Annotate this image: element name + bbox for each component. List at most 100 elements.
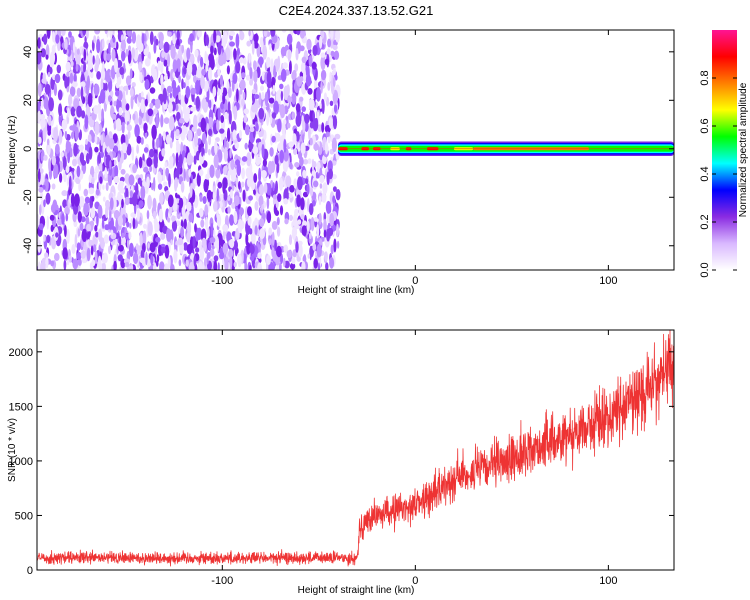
noise-speckle	[230, 159, 235, 171]
noise-speckle	[171, 79, 177, 90]
noise-speckle	[150, 254, 154, 265]
noise-speckle	[332, 195, 336, 204]
noise-speckle	[193, 155, 197, 165]
noise-speckle	[186, 152, 192, 166]
noise-speckle	[100, 151, 104, 158]
noise-speckle	[197, 30, 202, 38]
noise-speckle	[46, 30, 51, 39]
noise-speckle	[128, 174, 135, 186]
noise-speckle	[108, 95, 112, 103]
noise-speckle	[37, 213, 40, 228]
noise-speckle	[328, 168, 334, 180]
noise-speckle	[237, 218, 243, 234]
noise-speckle	[54, 252, 60, 262]
colorbar-tick-label: 0.8	[699, 70, 711, 85]
noise-speckle	[90, 245, 94, 256]
noise-speckle	[52, 31, 56, 43]
noise-speckle	[161, 50, 166, 59]
noise-speckle	[69, 125, 75, 131]
noise-speckle	[169, 92, 173, 99]
noise-speckle	[251, 88, 256, 95]
noise-speckle	[178, 91, 182, 101]
noise-speckle	[277, 193, 282, 203]
noise-speckle	[336, 240, 340, 249]
noise-speckle	[262, 158, 267, 167]
noise-speckle	[158, 208, 164, 223]
noise-speckle	[178, 197, 184, 209]
noise-speckle	[300, 197, 305, 211]
noise-speckle	[105, 75, 111, 83]
noise-speckle	[47, 115, 52, 126]
noise-speckle	[287, 96, 293, 103]
snr-ytick-label: 1000	[9, 456, 33, 468]
noise-speckle	[143, 147, 149, 153]
noise-speckle	[332, 115, 338, 130]
snr-ytick-label: 500	[15, 510, 33, 522]
noise-speckle	[61, 190, 68, 197]
noise-speckle	[195, 80, 200, 95]
noise-speckle	[88, 239, 94, 247]
noise-speckle	[280, 68, 287, 82]
noise-speckle	[190, 106, 196, 112]
noise-speckle	[239, 207, 244, 216]
noise-speckle	[333, 50, 340, 60]
noise-speckle	[104, 166, 108, 179]
noise-speckle	[331, 137, 337, 153]
noise-speckle	[130, 94, 134, 110]
noise-speckle	[258, 141, 263, 151]
noise-speckle	[296, 171, 300, 177]
spectrogram-panel: -100 0 100 -40 -20 0 20 40 Height of straight l…	[7, 29, 675, 296]
noise-speckle	[129, 88, 134, 97]
noise-speckle	[212, 191, 216, 201]
noise-speckle	[130, 212, 136, 218]
noise-speckle	[80, 250, 86, 259]
noise-speckle	[268, 43, 272, 51]
noise-speckle	[131, 31, 137, 44]
noise-speckle	[76, 165, 81, 178]
noise-speckle	[43, 154, 48, 161]
noise-speckle	[293, 148, 298, 156]
noise-speckle	[217, 181, 223, 189]
noise-speckle	[309, 186, 314, 197]
noise-speckle	[259, 228, 265, 240]
noise-speckle	[40, 151, 44, 162]
noise-speckle	[95, 54, 100, 70]
noise-speckle	[118, 107, 123, 116]
noise-speckle	[323, 218, 327, 234]
noise-speckle	[226, 65, 230, 75]
noise-speckle	[84, 114, 89, 130]
noise-speckle	[323, 92, 327, 102]
noise-speckle	[313, 258, 319, 269]
noise-speckle	[156, 254, 160, 263]
noise-speckle	[255, 123, 259, 132]
noise-speckle	[48, 97, 54, 112]
noise-speckle	[125, 75, 132, 86]
noise-speckle	[239, 79, 246, 91]
noise-speckle	[222, 177, 228, 190]
noise-speckle	[254, 201, 259, 211]
noise-speckle	[315, 86, 321, 102]
noise-speckle	[279, 149, 285, 164]
noise-speckle	[258, 167, 262, 183]
noise-speckle	[108, 245, 111, 255]
noise-speckle	[76, 105, 82, 118]
noise-speckle	[320, 69, 327, 81]
noise-speckle	[160, 114, 164, 128]
noise-speckle	[205, 216, 209, 230]
noise-speckle	[176, 38, 180, 46]
noise-speckle	[244, 124, 250, 136]
noise-speckle	[70, 193, 75, 207]
noise-speckle	[121, 121, 125, 134]
noise-speckle	[227, 170, 231, 185]
noise-speckle	[109, 90, 114, 97]
noise-speckle	[242, 91, 246, 100]
noise-speckle	[249, 244, 255, 255]
noise-speckle	[183, 67, 187, 75]
noise-speckle	[186, 201, 192, 212]
noise-speckle	[272, 182, 275, 192]
noise-speckle	[298, 243, 303, 258]
noise-speckle	[214, 140, 218, 155]
noise-speckle	[249, 264, 252, 270]
noise-speckle	[74, 193, 80, 207]
noise-speckle	[113, 120, 117, 131]
